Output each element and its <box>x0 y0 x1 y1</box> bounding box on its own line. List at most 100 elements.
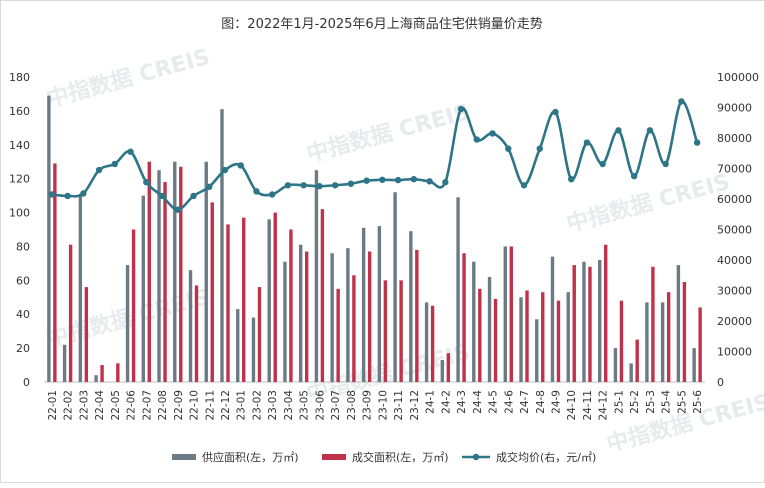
sales-bar <box>242 217 246 382</box>
supply-bar <box>472 261 476 382</box>
supply-bar <box>204 161 208 382</box>
supply-bar <box>519 297 523 382</box>
supply-bar <box>613 348 618 382</box>
legend-label: 成交均价(右，元/㎡) <box>496 450 596 464</box>
sales-bar <box>588 266 592 382</box>
y-right-tick-label: 30000 <box>717 285 752 298</box>
y-right-tick-label: 90000 <box>717 102 752 115</box>
avg-price-point <box>331 182 339 189</box>
sales-bar <box>68 244 73 382</box>
x-tick-label: 22-02 <box>63 390 75 421</box>
x-tick-label: 23-07 <box>330 390 342 421</box>
sales-bar <box>210 202 214 382</box>
x-tick-label: 24-1 <box>425 390 437 414</box>
avg-price-point <box>237 162 244 169</box>
sales-bar <box>651 266 655 382</box>
x-tick-label: 22-04 <box>94 390 106 421</box>
y-right-tick-label: 10000 <box>717 346 752 359</box>
supply-bar <box>582 261 586 382</box>
avg-price-point <box>316 182 323 190</box>
supply-bar <box>598 260 602 382</box>
sales-bar <box>53 163 57 382</box>
supply-bar <box>377 226 382 382</box>
avg-price-point <box>284 182 292 189</box>
supply-bar <box>629 363 633 382</box>
avg-price-point <box>583 139 591 146</box>
y-right-tick-label: 50000 <box>717 224 752 237</box>
supply-bar <box>330 253 334 382</box>
x-tick-label: 24-7 <box>519 390 531 414</box>
y-left-tick-label: 100 <box>9 207 30 220</box>
supply-bar <box>298 244 303 382</box>
x-tick-label: 23-06 <box>314 390 326 421</box>
y-left-tick-label: 140 <box>9 139 30 152</box>
sales-bar <box>352 275 356 382</box>
sales-bar <box>179 166 183 382</box>
avg-price-point <box>221 166 229 174</box>
avg-price-point <box>568 175 575 183</box>
chart-title: 图：2022年1月-2025年6月上海商品住宅供销量价走势 <box>221 16 542 32</box>
y-left-tick-label: 20 <box>16 342 30 355</box>
x-tick-label: 22-03 <box>78 390 90 421</box>
y-left-tick-label: 60 <box>16 274 30 287</box>
avg-price-point <box>630 172 638 180</box>
x-axis: 22-01 22-02 22-03 22-04 22-05 22-06 22-07 22-08… <box>44 381 705 421</box>
line-series-layer <box>48 98 701 213</box>
sales-bar <box>430 305 435 382</box>
avg-price-point <box>206 183 213 190</box>
avg-price-point <box>64 192 71 200</box>
supply-bar <box>550 256 555 382</box>
x-tick-label: 25-5 <box>676 390 688 414</box>
supply-bar <box>125 265 130 382</box>
supply-bar <box>141 195 145 382</box>
x-tick-label: 24-2 <box>440 390 452 414</box>
avg-price-point <box>489 130 496 137</box>
x-tick-label: 22-12 <box>220 390 232 421</box>
supply-bar <box>236 309 240 382</box>
sales-bar <box>399 280 403 382</box>
supply-bar <box>676 265 681 382</box>
x-tick-label: 24-12 <box>598 390 610 421</box>
x-tick-label: 23-04 <box>283 390 295 421</box>
avg-price-point <box>300 182 307 189</box>
y-axis-right: 0 10000 20000 30000 40000 50000 60000 70000 8000… <box>717 71 759 389</box>
sales-bar <box>257 287 262 382</box>
x-tick-label: 23-09 <box>362 390 374 421</box>
y-left-tick-label: 120 <box>9 173 30 186</box>
y-left-tick-label: 80 <box>16 240 30 253</box>
supply-bar <box>566 292 570 382</box>
avg-price-point <box>174 206 181 213</box>
sales-bar <box>147 161 151 382</box>
sales-bar <box>698 307 702 382</box>
avg-price-point <box>48 191 56 198</box>
x-tick-label: 24-8 <box>535 390 547 414</box>
supply-bar <box>424 302 429 382</box>
bar-series-layer <box>47 95 702 382</box>
avg-price-point <box>80 190 87 197</box>
sales-bar <box>525 290 529 382</box>
x-tick-label: 24-11 <box>582 390 594 421</box>
sales-bar <box>415 249 419 382</box>
legend-label: 供应面积(左，万㎡) <box>202 450 299 464</box>
avg-price-point <box>536 145 543 152</box>
supply-bar <box>173 161 177 382</box>
sales-bar <box>320 209 325 382</box>
avg-price-point <box>693 139 701 146</box>
sales-bar <box>572 265 576 382</box>
supply-bar <box>456 197 460 382</box>
x-tick-label: 24-6 <box>503 390 515 414</box>
avg-price-point <box>473 136 480 143</box>
sales-bar <box>682 282 687 382</box>
sales-bar <box>194 285 199 382</box>
supply-bar <box>535 319 539 382</box>
x-tick-label: 22-01 <box>47 390 59 421</box>
sales-bar <box>635 339 639 382</box>
x-tick-label: 25-3 <box>645 390 657 414</box>
sales-bar <box>273 212 277 382</box>
sales-bar <box>462 253 466 382</box>
avg-price-point <box>363 177 370 184</box>
avg-price-point <box>379 176 386 183</box>
avg-price-point <box>127 148 134 155</box>
supply-bar <box>314 170 319 382</box>
